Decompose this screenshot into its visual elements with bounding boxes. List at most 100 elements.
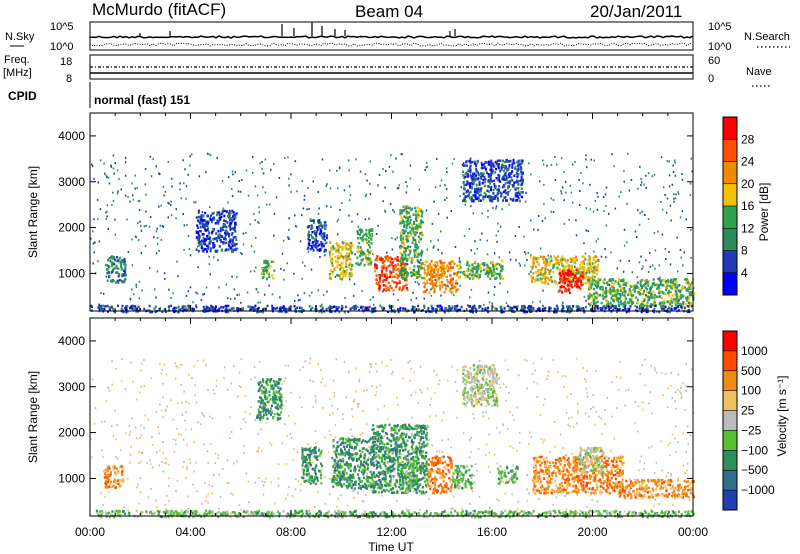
echo-cell — [324, 254, 326, 257]
echo-cell — [384, 210, 387, 213]
echo-cell — [453, 272, 455, 276]
velocity-echoes — [90, 357, 695, 519]
echo-cell — [392, 170, 394, 173]
echo-cell — [158, 309, 161, 312]
echo-cell — [103, 307, 106, 311]
echo-cell — [610, 251, 612, 254]
echo-cell — [424, 169, 426, 171]
echo-cell — [563, 281, 566, 285]
echo-cell — [429, 271, 432, 274]
echo-cell — [419, 237, 422, 241]
echo-cell — [454, 272, 457, 275]
echo-cell — [399, 236, 402, 239]
echo-cell — [240, 252, 242, 254]
echo-cell — [646, 287, 649, 291]
echo-cell — [581, 272, 584, 275]
echo-cell — [355, 158, 357, 161]
echo-cell — [474, 193, 477, 197]
echo-cell — [230, 382, 233, 385]
echo-cell — [100, 304, 102, 308]
echo-cell — [485, 308, 488, 311]
echo-cell — [581, 281, 584, 285]
echo-cell — [590, 303, 593, 306]
echo-cell — [547, 254, 549, 257]
echo-cell — [528, 162, 530, 165]
echo-cell — [429, 310, 432, 313]
echo-cell — [97, 306, 100, 309]
echo-cell — [600, 255, 603, 258]
echo-cell — [487, 160, 490, 164]
echo-cell — [444, 307, 447, 310]
echo-cell — [349, 278, 351, 281]
echo-cell — [383, 264, 386, 267]
echo-cell — [418, 273, 421, 277]
echo-cell — [624, 284, 627, 287]
echo-cell — [272, 260, 275, 264]
echo-cell — [300, 306, 303, 310]
echo-cell — [519, 264, 522, 267]
echo-cell — [447, 281, 450, 284]
echo-cell — [416, 281, 419, 284]
echo-cell — [98, 240, 101, 243]
echo-cell — [530, 265, 533, 268]
echo-cell — [481, 232, 483, 235]
echo-cell — [325, 185, 327, 188]
echo-cell — [358, 228, 361, 232]
echo-cell — [634, 478, 636, 481]
echo-cell — [312, 221, 315, 224]
echo-cell — [320, 241, 323, 244]
echo-cell — [402, 286, 404, 290]
echo-cell — [462, 199, 465, 202]
echo-cell — [323, 232, 326, 235]
echo-cell — [90, 237, 92, 240]
echo-cell — [215, 379, 218, 382]
echo-cell — [650, 285, 653, 288]
echo-cell — [259, 301, 261, 304]
echo-cell — [423, 269, 426, 272]
echo-cell — [394, 265, 397, 269]
echo-cell — [680, 256, 682, 259]
echo-cell — [405, 226, 408, 229]
echo-cell — [341, 262, 344, 265]
echo-cell — [596, 273, 599, 276]
echo-cell — [353, 453, 356, 455]
echo-cell — [214, 249, 217, 253]
echo-cell — [314, 441, 317, 444]
echo-cell — [570, 260, 573, 263]
echo-cell — [644, 308, 646, 312]
echo-cell — [585, 380, 587, 383]
echo-cell — [361, 305, 364, 309]
echo-cell — [434, 186, 437, 188]
echo-cell — [414, 391, 417, 394]
echo-cell — [452, 260, 455, 263]
echo-cell — [263, 481, 266, 483]
echo-cell — [486, 263, 489, 267]
echo-cell — [643, 279, 646, 282]
echo-cell — [97, 260, 99, 263]
echo-cell — [418, 283, 420, 286]
echo-cell — [583, 271, 586, 274]
echo-cell — [408, 449, 410, 452]
echo-cell — [461, 163, 464, 166]
echo-cell — [134, 187, 136, 190]
echo-cell — [641, 285, 643, 288]
echo-cell — [105, 399, 108, 402]
echo-cell — [217, 309, 220, 312]
echo-cell — [444, 199, 446, 201]
echo-cell — [619, 295, 622, 298]
echo-cell — [583, 310, 586, 314]
echo-cell — [391, 373, 393, 376]
echo-cell — [312, 249, 315, 252]
echo-cell — [370, 454, 372, 456]
echo-cell — [319, 256, 321, 258]
echo-cell — [212, 218, 214, 221]
nsearch-tick-low: 10^0 — [708, 41, 732, 53]
echo-cell — [175, 217, 177, 220]
echo-cell — [258, 447, 260, 450]
echo-cell — [621, 288, 624, 291]
echo-cell — [430, 273, 432, 277]
echo-cell — [536, 382, 539, 385]
echo-cell — [348, 275, 351, 278]
echo-cell — [160, 372, 163, 375]
echo-cell — [488, 417, 490, 420]
